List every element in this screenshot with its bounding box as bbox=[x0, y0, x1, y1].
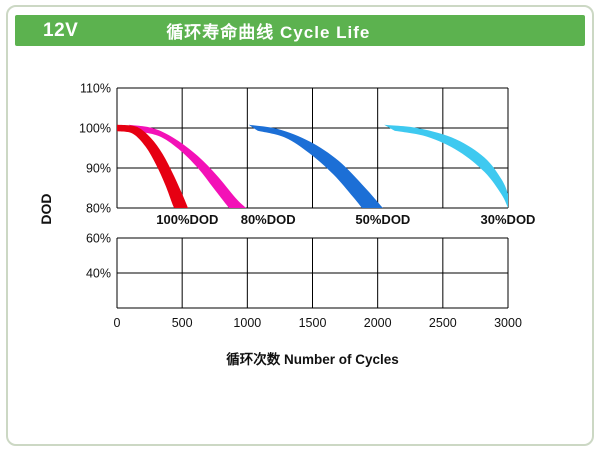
y-tick-label: 80% bbox=[86, 202, 111, 216]
x-tick-label: 0 bbox=[114, 316, 121, 330]
chart-labels: 110% 100% 90% 80% 60% 40% 0 500 1000 1500 2000 2500… bbox=[38, 82, 535, 368]
curve-80%DOD bbox=[128, 124, 247, 208]
y-tick-label: 100% bbox=[79, 122, 111, 136]
y-tick-label: 40% bbox=[86, 267, 111, 281]
x-tick-label: 3000 bbox=[494, 316, 522, 330]
x-tick-label: 1000 bbox=[233, 316, 261, 330]
x-axis-title: 循环次数 Number of Cycles bbox=[226, 351, 399, 367]
y-axis-title: DOD bbox=[38, 193, 54, 224]
curve-50%DOD bbox=[248, 124, 383, 208]
x-tick-label: 1500 bbox=[299, 316, 327, 330]
y-tick-label: 110% bbox=[80, 82, 111, 96]
curve-30%DOD bbox=[384, 124, 508, 208]
header-bar: 12V 循环寿命曲线 Cycle Life bbox=[15, 15, 585, 46]
y-tick-label: 60% bbox=[86, 232, 111, 246]
series-label: 30%DOD bbox=[481, 212, 536, 227]
x-tick-label: 2000 bbox=[364, 316, 392, 330]
curve-100%DOD bbox=[117, 124, 189, 208]
x-tick-label: 500 bbox=[172, 316, 193, 330]
x-tick-label: 2500 bbox=[429, 316, 457, 330]
page-title: 循环寿命曲线 Cycle Life bbox=[166, 23, 371, 42]
series-label: 80%DOD bbox=[241, 212, 296, 227]
model-label: 12V bbox=[43, 19, 79, 41]
series-label: 100%DOD bbox=[156, 212, 218, 227]
y-tick-label: 90% bbox=[86, 162, 111, 176]
series-label: 50%DOD bbox=[355, 212, 410, 227]
dod-curves bbox=[117, 124, 508, 208]
